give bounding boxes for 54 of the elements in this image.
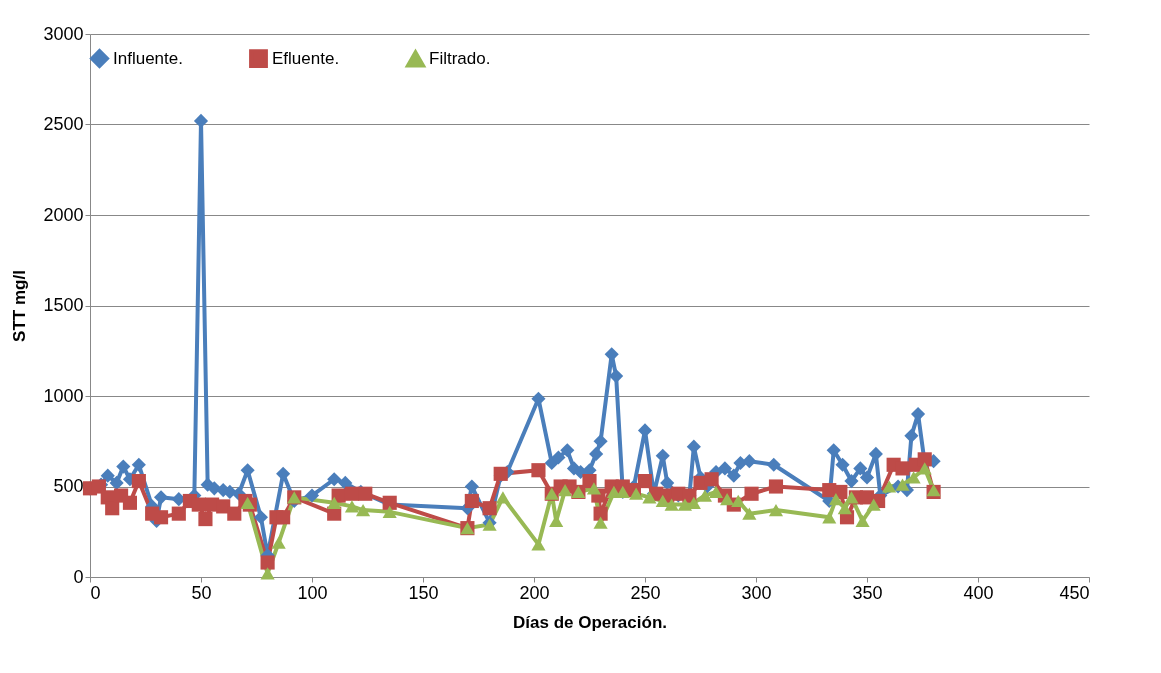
point — [344, 500, 360, 513]
y-tick-label: 2000 — [43, 204, 84, 225]
legend-label: Filtrado. — [429, 49, 491, 69]
point — [844, 491, 859, 504]
x-tick-label: 400 — [963, 582, 994, 603]
point — [586, 482, 602, 495]
point — [677, 498, 693, 511]
x-tick-label: 250 — [630, 582, 661, 603]
point — [593, 516, 608, 529]
x-tick-label: 50 — [191, 582, 212, 603]
legend-label: Efluente. — [272, 48, 340, 68]
point — [495, 491, 510, 504]
y-tick-label: 1000 — [43, 385, 84, 406]
point — [642, 491, 657, 504]
point — [731, 494, 746, 508]
point — [708, 485, 724, 499]
point — [260, 567, 275, 580]
point — [895, 478, 910, 491]
point — [655, 494, 670, 508]
x-axis-title: Días de Operación. — [513, 612, 667, 632]
point — [382, 505, 397, 518]
point — [882, 480, 897, 493]
point — [664, 498, 679, 511]
point — [558, 484, 573, 497]
point — [828, 493, 843, 506]
x-tick-label: 350 — [852, 582, 883, 603]
point — [720, 493, 735, 506]
point — [271, 536, 286, 549]
x-tick-label: 100 — [297, 582, 328, 603]
point — [742, 507, 757, 520]
y-tick-label: 2500 — [43, 114, 84, 134]
x-tick-label: 0 — [90, 582, 101, 603]
y-axis-title: STT mg/l — [10, 270, 30, 342]
point — [866, 498, 881, 511]
y-tick-label: 0 — [73, 566, 84, 587]
point — [531, 538, 546, 551]
point — [906, 471, 921, 484]
point — [697, 489, 713, 502]
point — [855, 514, 870, 528]
point — [822, 511, 837, 524]
y-tick-label: 3000 — [43, 23, 84, 44]
point — [629, 487, 644, 500]
x-tick-label: 450 — [1059, 582, 1090, 603]
point — [327, 496, 342, 509]
point — [917, 462, 932, 475]
x-tick-label: 200 — [519, 582, 550, 603]
point — [837, 502, 852, 515]
x-tick-label: 300 — [741, 582, 772, 603]
x-tick-label: 150 — [408, 582, 439, 603]
y-tick-label: 500 — [53, 476, 84, 496]
point — [768, 503, 784, 517]
point — [355, 503, 371, 517]
legend-label: Influente. — [113, 48, 183, 68]
y-tick-label: 1500 — [43, 295, 84, 315]
